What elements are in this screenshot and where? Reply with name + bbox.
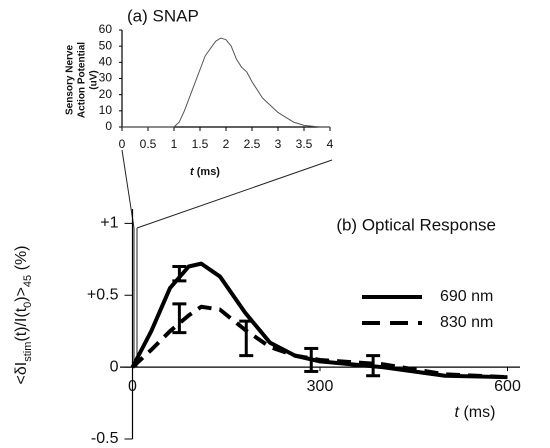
data-line: [122, 37, 330, 128]
x-tick-label: 300: [307, 378, 334, 395]
x-tick-label: 0: [119, 137, 126, 151]
x-tick-label: 0.5: [140, 137, 157, 151]
y-axis-label: Sensory Nerve: [65, 45, 76, 115]
x-tick-label: 2: [223, 137, 230, 151]
error-bar: [304, 346, 319, 373]
y-label-part: <δI: [13, 362, 30, 385]
y-axis-label: <δIstim(t)/I(t0)>45 (%): [13, 245, 34, 384]
y-tick-label: +1: [100, 215, 118, 232]
error-bar: [239, 319, 254, 358]
x-tick-label: 4: [327, 137, 334, 151]
x-axis-label: t (ms): [190, 166, 220, 178]
y-tick-label: 0: [110, 358, 119, 375]
x-label-part: (ms): [194, 166, 221, 178]
y-axis-label: Action Potential: [77, 42, 88, 118]
y-label-part: 45: [22, 275, 34, 287]
y-tick-label: +0.5: [87, 286, 119, 303]
y-tick-label: -0.5: [91, 430, 119, 447]
y-tick-label: 40: [99, 55, 113, 69]
y-label-part: stim: [22, 342, 34, 362]
connector: [136, 159, 333, 229]
chart-title: (a) SNAP: [127, 6, 199, 25]
y-axis-label: (uV): [89, 70, 100, 89]
legend-label: 690 nm: [440, 288, 493, 305]
y-tick-label: 10: [99, 103, 113, 117]
x-label-part: t: [455, 404, 460, 421]
y-tick-label: 20: [99, 87, 113, 101]
data-line: [130, 261, 508, 380]
y-label-part: (%): [13, 245, 30, 274]
y-tick-label: 50: [99, 38, 113, 52]
y-label-part: )>: [13, 287, 30, 302]
x-tick-label: 0: [128, 378, 137, 395]
y-tick-label: 60: [99, 22, 113, 36]
x-tick-label: 1: [171, 137, 178, 151]
y-tick-label: 0: [105, 119, 112, 133]
y-label-part: (t)/I(t: [13, 307, 30, 341]
legend-label: 830 nm: [440, 314, 493, 331]
x-tick-label: 1.5: [192, 137, 209, 151]
x-tick-label: 3: [275, 137, 282, 151]
chart-title: (b) Optical Response: [336, 215, 496, 234]
x-label-part: (ms): [459, 404, 495, 421]
x-label-part: t: [190, 166, 195, 178]
y-label-part: 0: [22, 302, 34, 308]
x-axis-label: t (ms): [455, 404, 496, 421]
x-tick-label: 3.5: [296, 137, 313, 151]
x-tick-label: 2.5: [244, 137, 261, 151]
error-bar: [366, 354, 381, 378]
x-tick-label: 600: [494, 378, 521, 395]
error-bar: [172, 265, 187, 283]
error-bar: [172, 302, 187, 335]
y-tick-label: 30: [99, 71, 113, 85]
